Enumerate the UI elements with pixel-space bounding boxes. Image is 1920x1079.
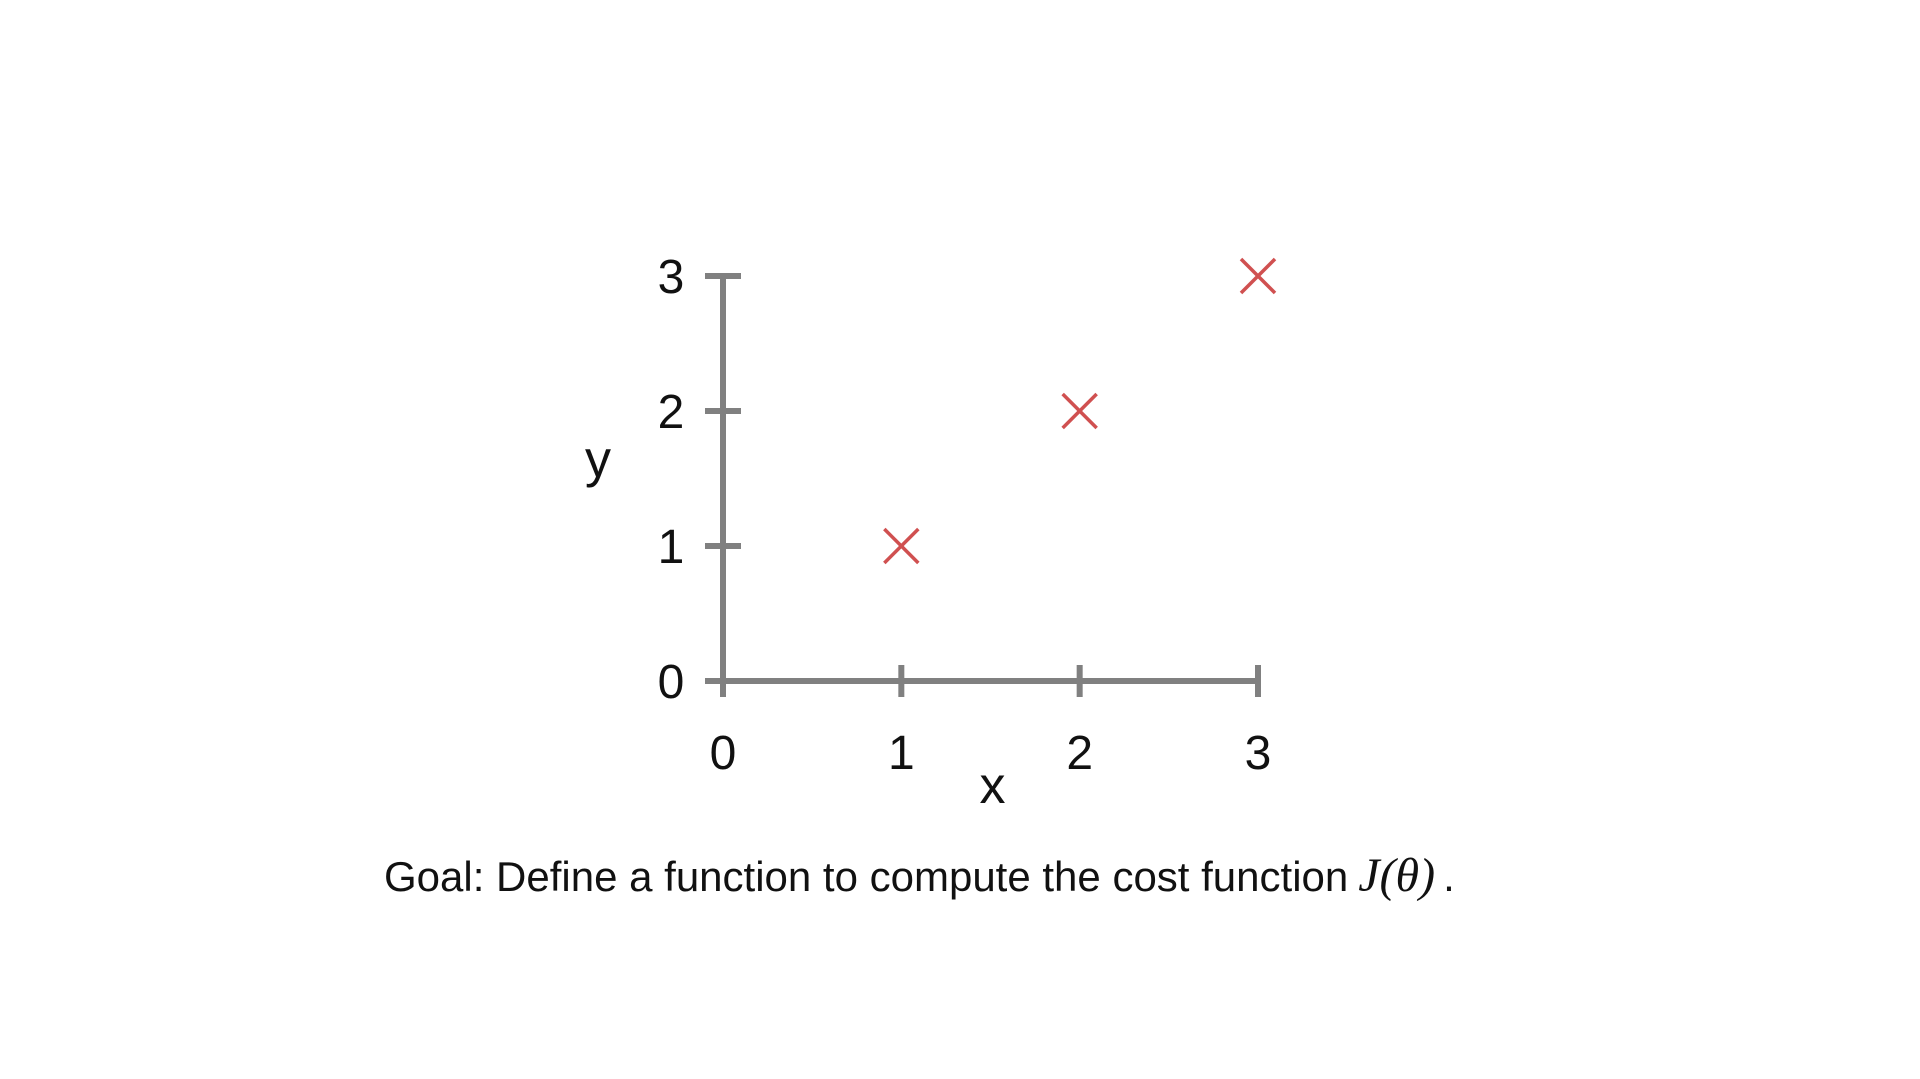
y-tick-label: 0 (658, 656, 685, 709)
data-point-marker (883, 527, 920, 565)
cost-function-symbol: J(θ) (1358, 849, 1436, 902)
marker-stroke (883, 527, 920, 565)
marker-stroke (1239, 257, 1277, 295)
x-tick-label: 2 (1066, 727, 1093, 780)
caption-text: Goal: Define a function to compute the c… (384, 853, 1349, 900)
x-tick-label: 0 (710, 727, 737, 780)
x-tick-label: 1 (888, 727, 915, 780)
caption-period: . (1443, 853, 1455, 900)
y-tick-label: 1 (658, 521, 685, 574)
y-axis-title: y (585, 431, 611, 489)
data-point-marker (1061, 392, 1098, 430)
y-tick-label: 3 (658, 251, 685, 304)
x-tick-label: 3 (1245, 727, 1272, 780)
data-point-marker (1239, 257, 1277, 295)
caption: Goal: Define a function to compute the c… (384, 848, 1455, 903)
marker-stroke (1061, 392, 1098, 430)
y-tick-label: 2 (658, 386, 685, 439)
x-axis-title: x (980, 757, 1006, 815)
